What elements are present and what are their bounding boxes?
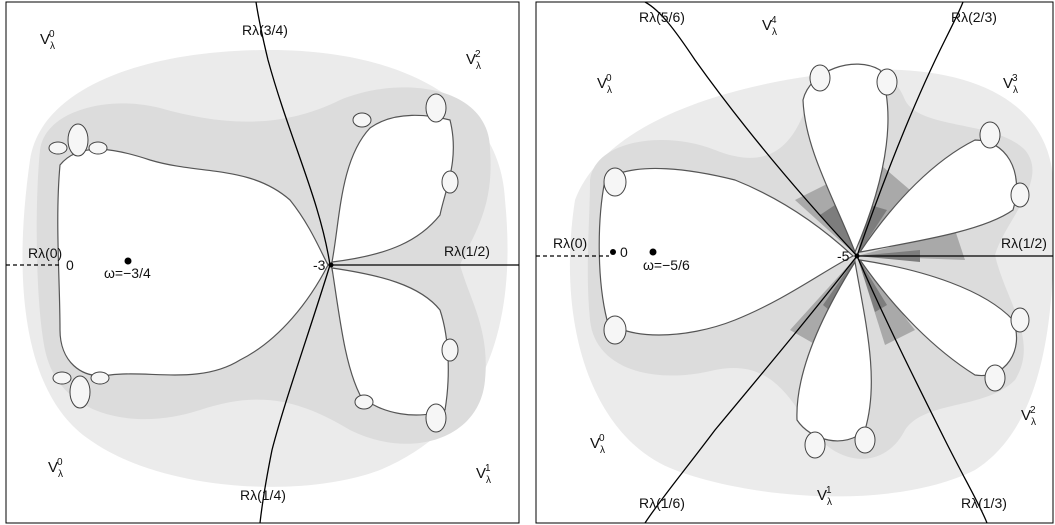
- left-point-omega: ω=−3/4: [104, 265, 151, 281]
- right-region-v2: Vλ2: [1021, 405, 1036, 428]
- omega-point: [650, 249, 657, 256]
- right-ray-label-1-2: Rλ(1/2): [1001, 235, 1047, 251]
- critical-point-minus5: [855, 254, 860, 259]
- right-diagram-svg: Vλ0 Vλ4 Vλ3 Vλ2 Vλ0 Vλ1 Rλ(5/6) Rλ(2/3) …: [535, 0, 1055, 525]
- right-region-v1: Vλ1: [817, 485, 832, 508]
- right-ray-label-0: Rλ(0): [553, 235, 587, 251]
- right-region-v3: Vλ3: [1003, 73, 1018, 96]
- left-ray-label-3-4: Rλ(3/4): [242, 22, 288, 38]
- right-region-v4: Vλ4: [762, 15, 777, 38]
- right-ray-label-1-6: Rλ(1/6): [639, 495, 685, 511]
- critical-point-minus3: [329, 263, 334, 268]
- right-diagram-panel: Vλ0 Vλ4 Vλ3 Vλ2 Vλ0 Vλ1 Rλ(5/6) Rλ(2/3) …: [535, 0, 1055, 525]
- left-diagram-svg: Vλ0 Vλ2 Vλ0 Vλ1 Rλ(3/4) Rλ(1/4) Rλ(1/2) …: [0, 0, 521, 525]
- origin-point: [610, 249, 616, 255]
- left-region-v0-bottom: Vλ0: [48, 457, 63, 480]
- right-ray-label-2-3: Rλ(2/3): [951, 9, 997, 25]
- left-ray-label-1-4: Rλ(1/4): [240, 487, 286, 503]
- left-point-minus3: -3: [313, 257, 326, 273]
- right-ray-label-5-6: Rλ(5/6): [639, 9, 685, 25]
- right-point-omega: ω=−5/6: [643, 257, 690, 273]
- right-ray-label-1-3: Rλ(1/3): [961, 495, 1007, 511]
- left-region-v2: Vλ2: [466, 49, 481, 72]
- omega-point: [125, 258, 132, 265]
- right-region-v0-top: Vλ0: [597, 73, 612, 96]
- left-region-v0-top: Vλ0: [40, 29, 55, 52]
- left-ray-label-1-2: Rλ(1/2): [444, 243, 490, 259]
- left-ray-label-0: Rλ(0): [28, 245, 62, 261]
- right-region-v0-bottom: Vλ0: [590, 433, 605, 456]
- right-point-zero: 0: [620, 244, 628, 260]
- left-region-v1: Vλ1: [476, 463, 491, 486]
- left-point-zero: 0: [66, 257, 74, 273]
- right-point-minus5: -5: [837, 248, 850, 264]
- left-diagram-panel: Vλ0 Vλ2 Vλ0 Vλ1 Rλ(3/4) Rλ(1/4) Rλ(1/2) …: [0, 0, 521, 525]
